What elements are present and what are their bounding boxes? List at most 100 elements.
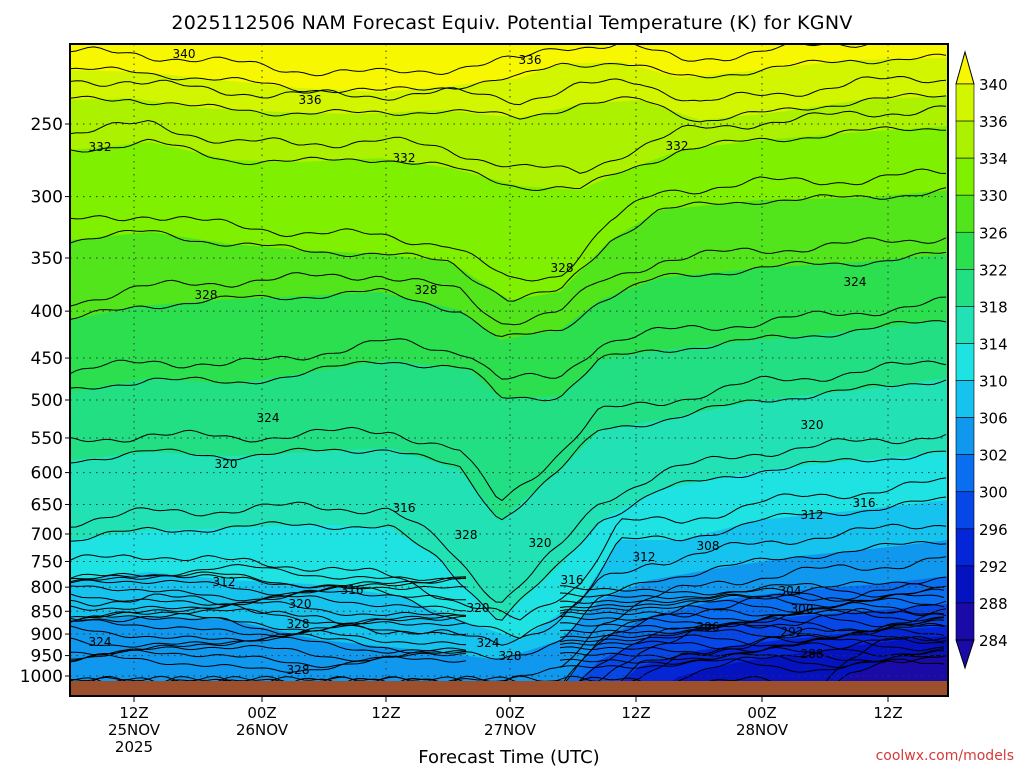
y-tick-label: 750 bbox=[31, 552, 63, 572]
contour-label: 332 bbox=[89, 140, 112, 154]
colorbar-label: 310 bbox=[979, 373, 1008, 391]
y-tick-label: 550 bbox=[31, 429, 63, 449]
x-tick-label: 26NOV bbox=[236, 721, 289, 739]
colorbar-swatch bbox=[955, 83, 975, 122]
contour-line bbox=[70, 320, 947, 402]
contour-label: 320 bbox=[215, 457, 238, 471]
contour-label: 324 bbox=[257, 411, 280, 425]
contour-line bbox=[70, 477, 947, 621]
contour-line bbox=[70, 360, 947, 502]
colorbar-swatch bbox=[955, 306, 975, 344]
contour-line bbox=[559, 582, 945, 598]
contour-line bbox=[70, 126, 947, 192]
contour-line bbox=[70, 450, 947, 621]
contour-lines bbox=[70, 44, 947, 696]
x-axis-label: Forecast Time (UTC) bbox=[418, 747, 599, 768]
contour-line bbox=[559, 597, 945, 613]
contour-line bbox=[165, 636, 947, 696]
contour-label: 324 bbox=[477, 636, 500, 650]
colorbar-swatch bbox=[955, 231, 975, 270]
contour-line bbox=[70, 589, 466, 606]
contour-label: 292 bbox=[781, 625, 804, 639]
contour-label: 328 bbox=[195, 288, 218, 302]
contour-label: 340 bbox=[173, 47, 196, 61]
colorbar-label: 326 bbox=[979, 224, 1008, 242]
credit-text: coolwx.com/models bbox=[876, 748, 1014, 764]
y-tick-label: 300 bbox=[31, 188, 63, 208]
contour-line bbox=[559, 593, 945, 608]
colorbar-swatch bbox=[955, 120, 975, 159]
contour-label: 324 bbox=[89, 635, 112, 649]
colorbar-top-arrow bbox=[955, 50, 975, 85]
colorbar-label: 318 bbox=[979, 298, 1008, 316]
surface-ground bbox=[70, 681, 948, 696]
colorbar-swatch bbox=[955, 602, 975, 641]
y-tick-label: 400 bbox=[31, 302, 63, 322]
y-tick-label: 900 bbox=[31, 625, 63, 645]
x-tick-label: 12Z bbox=[621, 704, 650, 722]
contour-label: 332 bbox=[393, 151, 416, 165]
contour-label: 296 bbox=[697, 620, 720, 634]
colorbar-label: 284 bbox=[979, 632, 1008, 650]
contour-label: 288 bbox=[801, 647, 824, 661]
contour-label: 324 bbox=[844, 275, 867, 289]
contour-label: 316 bbox=[393, 501, 416, 515]
contour-label: 300 bbox=[791, 602, 814, 616]
colorbar-bottom-arrow bbox=[955, 639, 975, 670]
y-tick-label: 500 bbox=[31, 391, 63, 411]
contour-line bbox=[70, 496, 947, 639]
x-tick-label: 25NOV bbox=[108, 721, 161, 739]
colorbar-swatch bbox=[955, 343, 975, 381]
contour-line bbox=[70, 649, 467, 669]
contour-label: 320 bbox=[289, 597, 312, 611]
contour-line bbox=[70, 577, 467, 596]
contour-line bbox=[70, 594, 466, 612]
contour-line bbox=[70, 615, 467, 632]
colorbar-label: 330 bbox=[979, 187, 1008, 205]
contour-line bbox=[559, 658, 945, 673]
colorbar-label: 288 bbox=[979, 595, 1008, 613]
contour-line bbox=[70, 296, 947, 380]
contour-line bbox=[559, 601, 945, 617]
contour-label: 328 bbox=[415, 283, 438, 297]
colorbar-label: 292 bbox=[979, 558, 1008, 576]
colorbar: 340 336 334 330 326 322 318 314 310 306 302 300 296 2… bbox=[955, 50, 1008, 670]
x-tick-label: 27NOV bbox=[484, 721, 537, 739]
contour-label: 312 bbox=[801, 508, 824, 522]
contour-line bbox=[70, 44, 893, 77]
plot-frame bbox=[69, 43, 949, 697]
contour-label: 328 bbox=[499, 649, 522, 663]
contour-label: 316 bbox=[341, 583, 364, 597]
contour-label: 320 bbox=[467, 601, 490, 615]
y-tick-label: 600 bbox=[31, 464, 63, 484]
contour-line bbox=[70, 571, 467, 589]
colorbar-label: 300 bbox=[979, 484, 1008, 502]
y-tick-label: 450 bbox=[31, 349, 63, 369]
y-tick-label: 350 bbox=[31, 249, 63, 269]
contour-line bbox=[70, 585, 467, 602]
colorbar-label: 340 bbox=[979, 76, 1008, 94]
contour-line bbox=[559, 587, 945, 602]
contour-line bbox=[70, 654, 467, 673]
contour-label: 328 bbox=[287, 663, 310, 677]
colorbar-label: 296 bbox=[979, 521, 1008, 539]
contour-label: 320 bbox=[801, 418, 824, 432]
y-tick-label: 1000 bbox=[20, 667, 63, 687]
colorbar-swatch bbox=[955, 157, 975, 196]
contour-line bbox=[70, 523, 947, 646]
contour-line bbox=[559, 632, 945, 647]
contour-label: 304 bbox=[779, 584, 802, 598]
x-tick-label: 00Z bbox=[747, 704, 776, 722]
contour-line bbox=[70, 168, 947, 282]
contour-label: 312 bbox=[213, 575, 236, 589]
contour-line bbox=[70, 583, 947, 689]
x-tick-label: 12Z bbox=[371, 704, 400, 722]
colorbar-swatch bbox=[955, 269, 975, 307]
contour-label: 320 bbox=[529, 536, 552, 550]
grid-lines bbox=[70, 44, 948, 696]
contour-label: 336 bbox=[519, 53, 542, 67]
